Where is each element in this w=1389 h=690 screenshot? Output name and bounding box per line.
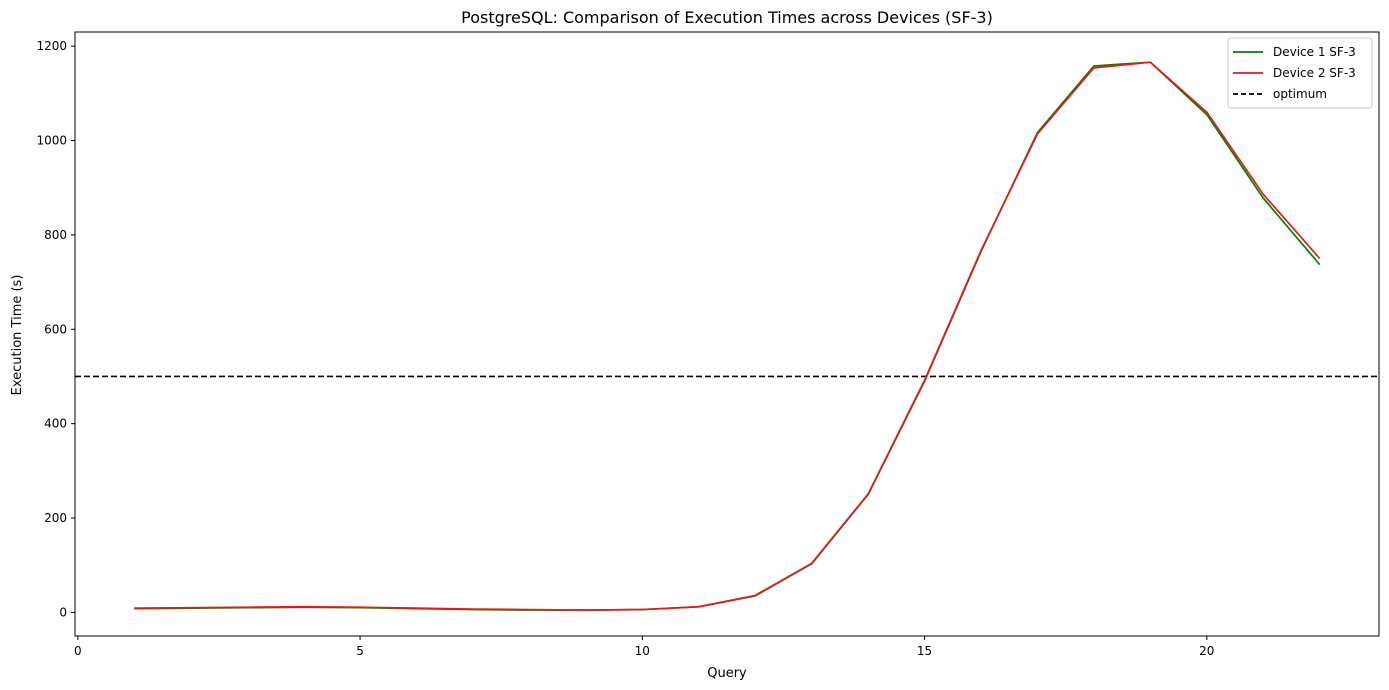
legend-box xyxy=(1227,37,1373,109)
x-tick-label: 5 xyxy=(356,644,364,658)
legend: Device 1 SF-3 Device 2 SF-3 optimum xyxy=(1227,37,1373,109)
series-line-device-2 xyxy=(134,61,1321,611)
legend-label: optimum xyxy=(1273,87,1327,101)
y-tick-label: 400 xyxy=(44,417,67,431)
plot-frame xyxy=(74,31,1380,637)
y-tick-label: 600 xyxy=(44,322,67,336)
y-tick-label: 1000 xyxy=(36,134,67,148)
chart-title: PostgreSQL: Comparison of Execution Time… xyxy=(461,8,993,27)
x-tick-label: 10 xyxy=(635,644,650,658)
x-tick-label: 20 xyxy=(1199,644,1214,658)
y-tick-label: 200 xyxy=(44,511,67,525)
y-tick-label: 800 xyxy=(44,228,67,242)
y-tick-label: 0 xyxy=(59,605,67,619)
legend-label: Device 1 SF-3 xyxy=(1273,45,1356,59)
x-axis-label: Query xyxy=(707,666,747,681)
series-line-device-1 xyxy=(134,61,1321,611)
y-axis-label: Execution Time (s) xyxy=(10,275,25,396)
legend-label: Device 2 SF-3 xyxy=(1273,66,1356,80)
x-tick-label: 0 xyxy=(74,644,82,658)
y-tick-label: 1200 xyxy=(36,39,67,53)
x-tick-label: 15 xyxy=(917,644,932,658)
